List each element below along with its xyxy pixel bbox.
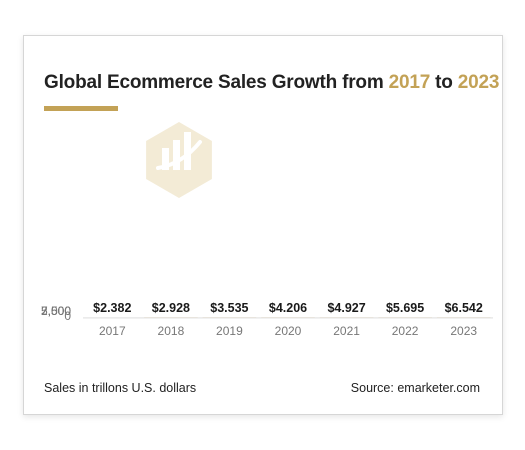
x-tick-label-2018: 2018 <box>158 324 185 338</box>
x-tick-label-2021: 2021 <box>333 324 360 338</box>
source-note: Source: emarketer.com <box>350 381 480 395</box>
chart-title-prefix: Global Ecommerce Sales Growth from <box>44 72 389 93</box>
data-labels: $2.382 $2.928 $3.535 $4.206 $4.927 $5.695 $6.5… <box>93 301 483 315</box>
data-label-2018: $2.928 <box>152 301 190 315</box>
chart-title-connector: to <box>430 72 458 93</box>
chart-title-end-year: 2023 <box>457 72 500 93</box>
data-label-2022: $5.695 <box>386 301 424 315</box>
data-label-2017: $2.382 <box>93 301 131 315</box>
y-tick-label: 7,500 <box>41 304 71 318</box>
x-tick-label-2023: 2023 <box>450 324 477 338</box>
data-label-2020: $4.206 <box>269 301 307 315</box>
y-tick-label: 2,500 <box>41 304 71 318</box>
data-label-2019: $3.535 <box>210 301 248 315</box>
y-tick-label: 0 <box>64 309 71 323</box>
chart-title-start-year: 2017 <box>388 72 431 93</box>
chart-card: Global Ecommerce Sales Growth from 2017 … <box>23 35 503 415</box>
units-note: Sales in trillons U.S. dollars <box>44 381 197 395</box>
bar-chart-growth-icon <box>146 122 212 198</box>
data-label-2021: $4.927 <box>327 301 365 315</box>
x-axis: 2017 2018 2019 2020 2021 2022 2023 <box>99 324 477 338</box>
x-tick-label-2017: 2017 <box>99 324 126 338</box>
x-tick-label-2022: 2022 <box>392 324 419 338</box>
x-tick-label-2019: 2019 <box>216 324 243 338</box>
y-tick-label: 5,000 <box>41 304 71 318</box>
title-underline <box>44 106 118 111</box>
chart-title: Global Ecommerce Sales Growth from 2017 … <box>44 72 499 94</box>
data-label-2023: $6.542 <box>445 301 483 315</box>
x-tick-label-2020: 2020 <box>275 324 302 338</box>
